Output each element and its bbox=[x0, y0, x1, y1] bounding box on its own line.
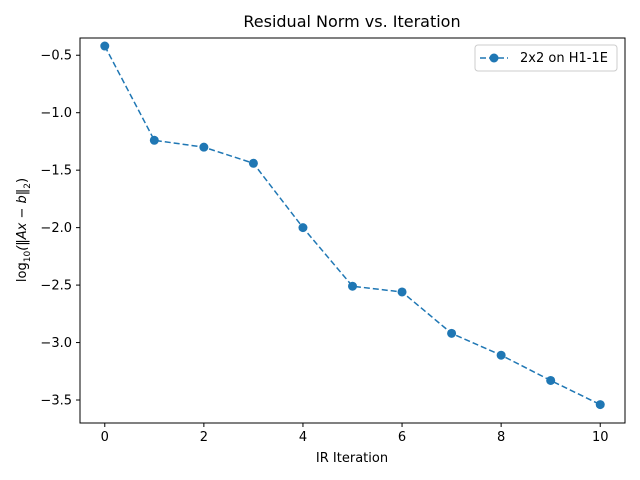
x-axis-ticks: 0 2 4 6 8 10 bbox=[101, 423, 609, 445]
x-tick-label: 2 bbox=[200, 430, 208, 445]
data-point bbox=[546, 375, 556, 385]
x-tick-label: 8 bbox=[497, 430, 505, 445]
legend-box bbox=[474, 44, 618, 72]
plot-area-frame bbox=[79, 37, 626, 424]
x-tick-label: 10 bbox=[592, 430, 609, 445]
y-axis-label: log10(‖Ax − b‖2) bbox=[15, 178, 33, 282]
plot-lines bbox=[104, 45, 601, 406]
x-tick-label: 6 bbox=[398, 430, 406, 445]
legend-marker bbox=[489, 53, 499, 63]
data-point bbox=[397, 287, 407, 297]
data-point bbox=[248, 158, 258, 168]
y-tick-label: −3.0 bbox=[40, 336, 72, 351]
y-tick-label: −3.5 bbox=[40, 394, 72, 409]
x-tick-label: 0 bbox=[101, 430, 109, 445]
data-point bbox=[100, 41, 110, 51]
data-point bbox=[298, 223, 308, 233]
x-tick-label: 4 bbox=[299, 430, 307, 445]
chart-title: Residual Norm vs. Iteration bbox=[243, 12, 460, 31]
y-axis-ticks: −0.5 −1.0 −1.5 −2.0 −2.5 −3.0 −3.5 bbox=[40, 49, 80, 409]
y-tick-label: −1.5 bbox=[40, 164, 72, 179]
x-axis-label: IR Iteration bbox=[316, 451, 388, 466]
data-point bbox=[447, 328, 457, 338]
data-point bbox=[595, 400, 605, 410]
y-tick-label: −1.0 bbox=[40, 106, 72, 121]
series-line bbox=[104, 45, 601, 406]
y-tick-label: −0.5 bbox=[40, 49, 72, 64]
data-point bbox=[348, 281, 357, 291]
data-point bbox=[149, 135, 159, 145]
legend: 2x2 on H1-1E bbox=[474, 44, 618, 72]
y-tick-label: −2.0 bbox=[40, 221, 72, 236]
data-point bbox=[496, 350, 506, 360]
legend-label: 2x2 on H1-1E bbox=[520, 51, 608, 66]
y-tick-label: −2.5 bbox=[40, 279, 72, 294]
data-point bbox=[199, 142, 209, 152]
plot-points bbox=[100, 41, 605, 410]
